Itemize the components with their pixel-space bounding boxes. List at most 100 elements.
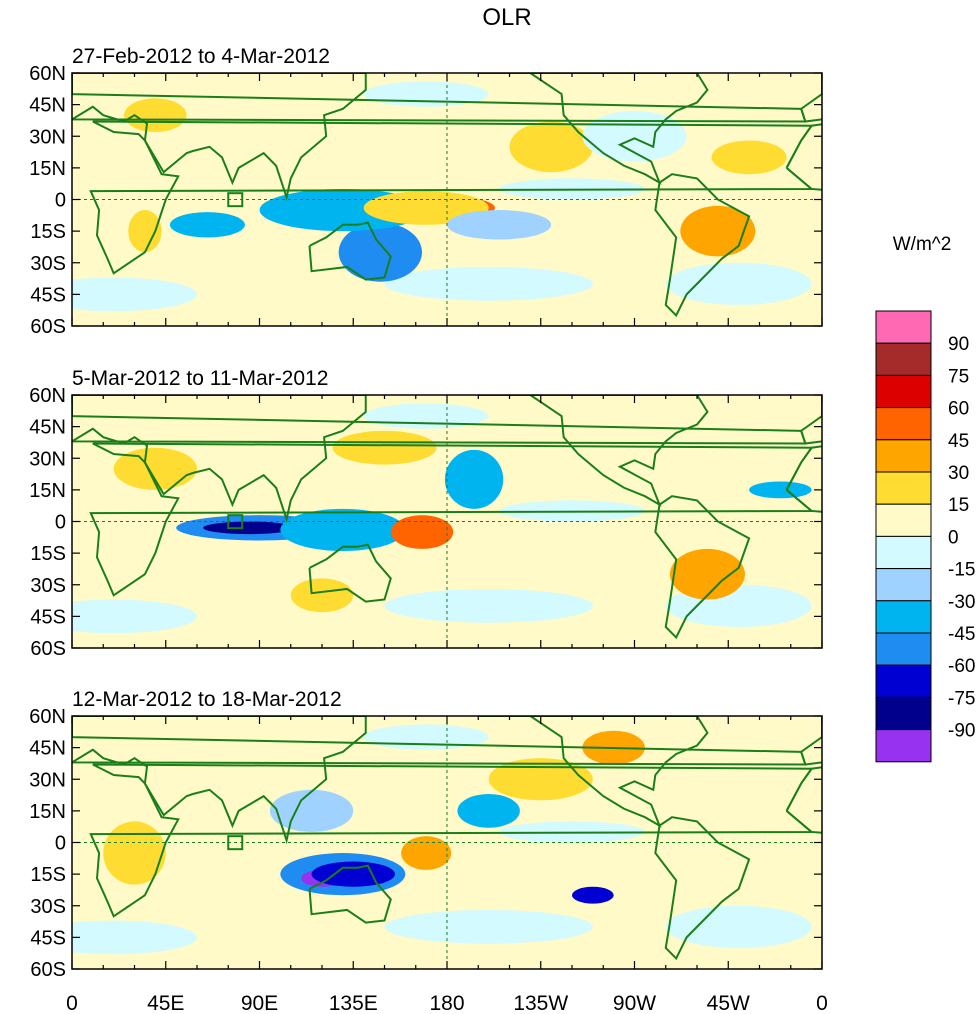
x-axis-labels: 0 45E 90E 135E 180 135W 90W 45W 0 bbox=[66, 992, 828, 1014]
colorbar-swatch bbox=[875, 568, 932, 602]
coastline bbox=[654, 495, 751, 640]
colorbar-label: 60 bbox=[948, 399, 969, 420]
x-tick-label: 45W bbox=[707, 992, 750, 1014]
colorbar-swatch bbox=[875, 374, 932, 409]
colorbar-swatch bbox=[875, 600, 932, 634]
y-tick-label: 30N bbox=[29, 126, 66, 148]
figure-title: OLR bbox=[482, 4, 531, 31]
y-tick-label: 60N bbox=[29, 706, 66, 728]
colorbar: W/m^2 90 75 60 45 30 15 0 -15 -30 -45 -60 -75 -90 bbox=[875, 234, 975, 763]
y-tick-label: 15S bbox=[30, 864, 66, 886]
colorbar-swatch bbox=[875, 632, 932, 666]
olr-anomaly bbox=[338, 222, 423, 282]
colorbar-label: 45 bbox=[948, 431, 969, 452]
olr-anomaly bbox=[332, 430, 437, 465]
olr-anomaly bbox=[488, 758, 593, 801]
coastline bbox=[308, 221, 392, 281]
olr-anomaly bbox=[749, 481, 812, 499]
olr-anomaly bbox=[128, 210, 162, 253]
colorbar-label: -15 bbox=[948, 560, 975, 581]
colorbar-label: 30 bbox=[948, 463, 969, 484]
x-tick-label: 180 bbox=[429, 992, 464, 1014]
map-panels: 60N 45N 30N 15N 0 15S 30S 45S 60S 27-Feb-2012 to … bbox=[29, 45, 823, 981]
y-tick-label: 45N bbox=[29, 417, 66, 439]
coastline bbox=[478, 395, 709, 507]
coastline bbox=[72, 716, 807, 845]
olr-anomaly bbox=[582, 110, 687, 162]
panel-date-label: 27-Feb-2012 to 4-Mar-2012 bbox=[72, 45, 330, 68]
colorbar-swatch bbox=[875, 342, 932, 376]
colorbar-label: 15 bbox=[948, 495, 969, 516]
colorbar-label: 0 bbox=[948, 527, 959, 548]
coastline bbox=[308, 543, 392, 603]
anomaly-field bbox=[72, 724, 812, 955]
colorbar-swatch bbox=[875, 535, 932, 570]
olr-anomaly bbox=[572, 886, 614, 904]
y-tick-label: 60S bbox=[30, 959, 66, 981]
olr-anomaly bbox=[384, 909, 593, 944]
panel-date-label: 5-Mar-2012 to 11-Mar-2012 bbox=[72, 367, 328, 390]
coastline bbox=[72, 395, 807, 524]
y-tick-label: 0 bbox=[55, 190, 66, 212]
colorbar-label: -30 bbox=[948, 592, 975, 613]
colorbar-swatch bbox=[875, 664, 932, 698]
map-panel-1: 60N 45N 30N 15N 0 15S 30S 45S 60S 27-Feb-2012 to … bbox=[29, 45, 823, 338]
coastline bbox=[478, 73, 709, 185]
olr-anomaly bbox=[669, 548, 745, 600]
olr-anomaly bbox=[72, 277, 197, 312]
anomaly-field bbox=[72, 81, 812, 312]
olr-anomaly bbox=[457, 794, 520, 828]
olr-anomaly bbox=[680, 205, 756, 257]
colorbar-swatch bbox=[875, 729, 932, 763]
colorbar-units-label: W/m^2 bbox=[893, 234, 952, 255]
y-tick-label: 60N bbox=[29, 385, 66, 407]
olr-anomaly bbox=[280, 508, 406, 552]
map-panel-3: 60N 45N 30N 15N 0 15S 30S 45S 60S 12-Mar-2012 to … bbox=[29, 688, 823, 981]
olr-anomaly bbox=[290, 578, 354, 613]
coastlines bbox=[72, 395, 822, 640]
y-tick-label: 30N bbox=[29, 448, 66, 470]
coastline bbox=[654, 816, 751, 961]
anomaly-field bbox=[72, 403, 812, 634]
colorbar-label: -90 bbox=[948, 721, 975, 742]
x-tick-label: 0 bbox=[816, 992, 828, 1014]
colorbar-swatch bbox=[875, 439, 932, 473]
map-panel-2: 60N 45N 30N 15N 0 15S 30S 45S 60S 5-Mar-2012 to 1… bbox=[29, 367, 823, 660]
coastline bbox=[654, 173, 751, 318]
olr-anomaly bbox=[444, 449, 504, 509]
y-tick-label: 0 bbox=[55, 512, 66, 534]
colorbar-swatch bbox=[875, 471, 932, 505]
olr-anomaly bbox=[384, 588, 593, 623]
colorbar-swatch bbox=[875, 696, 932, 731]
coastlines bbox=[72, 73, 822, 318]
olr-anomaly bbox=[447, 210, 552, 240]
x-tick-label: 90W bbox=[613, 992, 656, 1014]
x-tick-label: 45E bbox=[147, 992, 184, 1014]
y-tick-label: 45N bbox=[29, 95, 66, 117]
y-tick-label: 0 bbox=[55, 833, 66, 855]
olr-anomaly bbox=[113, 447, 197, 490]
olr-anomaly bbox=[401, 836, 452, 870]
y-tick-label: 60N bbox=[29, 63, 66, 85]
coastline bbox=[799, 73, 822, 123]
olr-anomaly bbox=[311, 861, 395, 887]
colorbar-swatch bbox=[875, 407, 932, 441]
colorbar-label: 90 bbox=[948, 334, 969, 355]
coastline bbox=[308, 864, 392, 924]
y-tick-label: 30S bbox=[30, 575, 66, 597]
y-tick-label: 45S bbox=[30, 927, 66, 949]
y-tick-label: 15S bbox=[30, 221, 66, 243]
coastline bbox=[89, 442, 815, 597]
x-tick-label: 90E bbox=[241, 992, 278, 1014]
olr-anomaly bbox=[103, 821, 166, 885]
colorbar-label: -60 bbox=[948, 656, 975, 677]
olr-anomaly bbox=[203, 521, 295, 535]
olr-anomaly bbox=[509, 121, 593, 173]
olr-anomaly bbox=[665, 262, 812, 305]
colorbar-label: -75 bbox=[948, 688, 975, 709]
y-tick-label: 45N bbox=[29, 738, 66, 760]
y-tick-label: 45S bbox=[30, 606, 66, 628]
olr-anomaly bbox=[169, 212, 245, 238]
olr-anomaly bbox=[72, 920, 197, 955]
